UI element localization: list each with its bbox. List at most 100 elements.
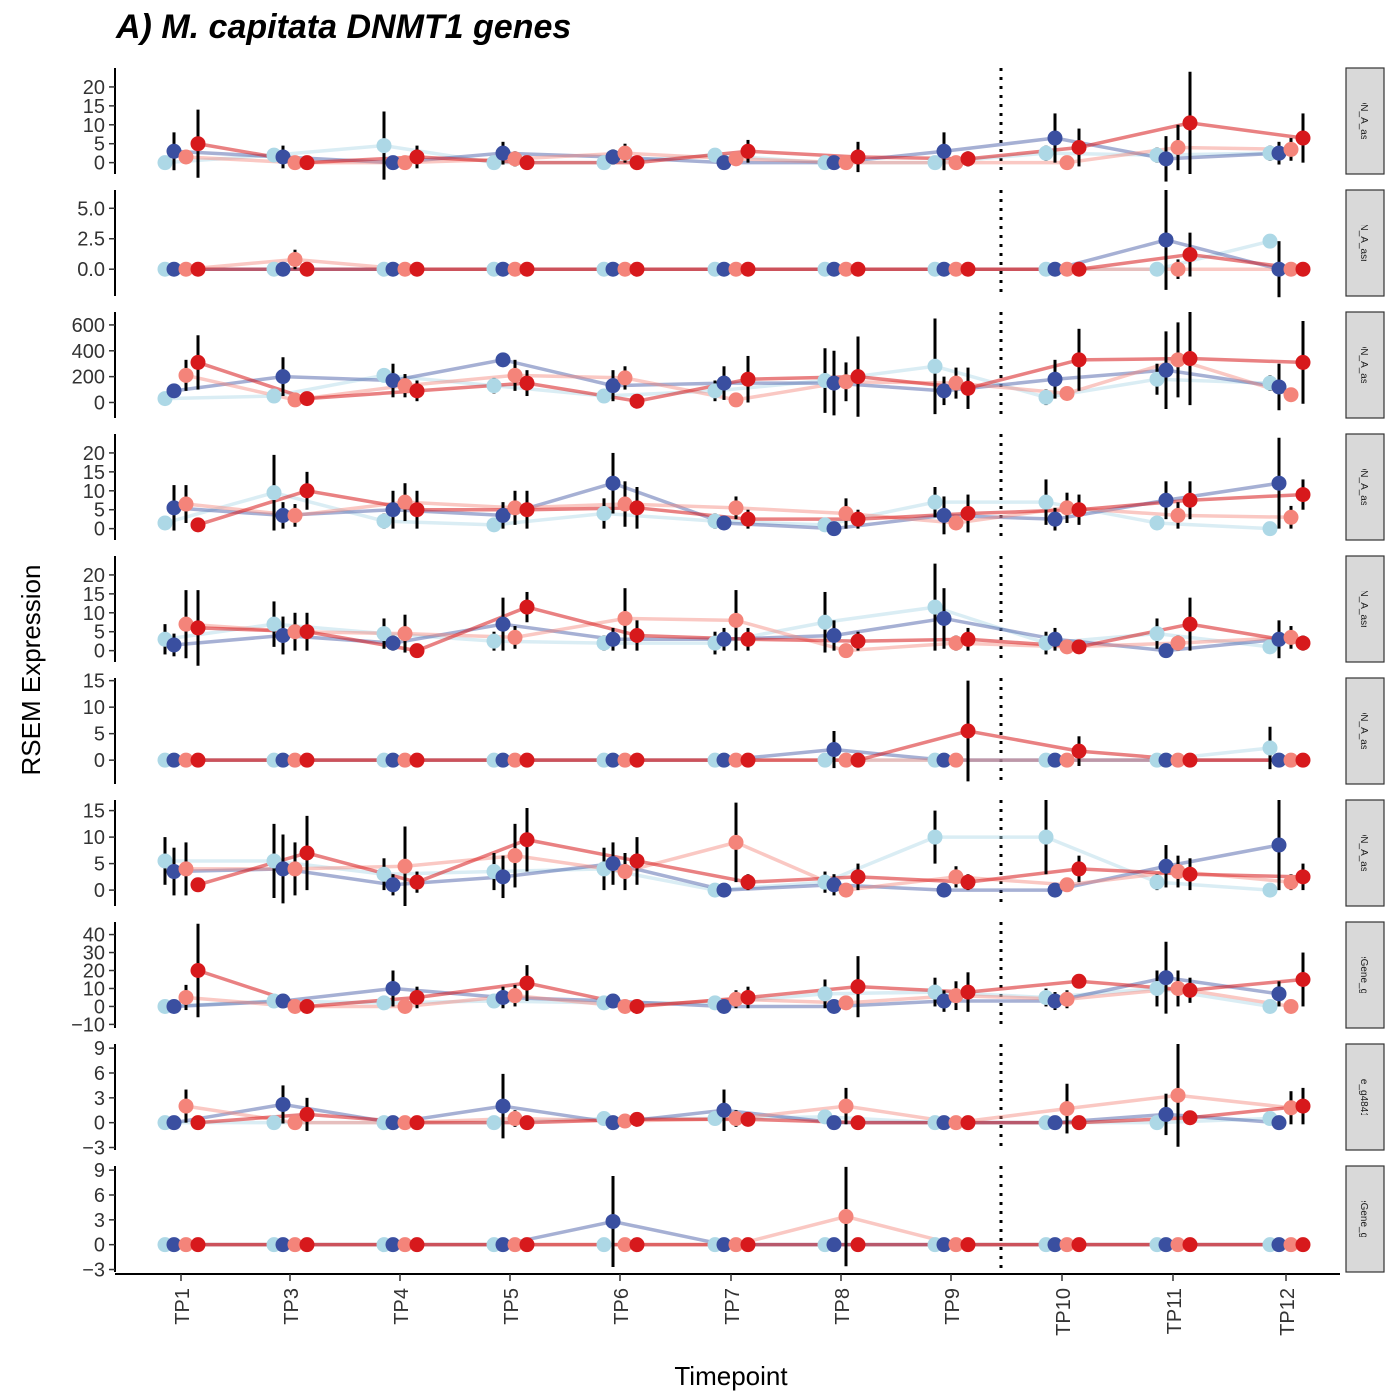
data-point: [629, 155, 645, 171]
data-point: [605, 752, 621, 768]
data-point: [826, 375, 842, 391]
y-tick-label: 40: [83, 925, 105, 947]
y-tick-label: 400: [72, 341, 105, 363]
y-tick-label: 15: [83, 671, 105, 693]
data-point: [927, 599, 943, 615]
data-point: [178, 989, 194, 1005]
y-tick-label: 20: [83, 443, 105, 465]
data-point: [1149, 261, 1165, 277]
data-point: [1271, 752, 1287, 768]
data-point: [1158, 492, 1174, 508]
data-point: [397, 752, 413, 768]
y-tick-label: 0.0: [77, 259, 105, 281]
y-tick-label: 3: [94, 1088, 105, 1110]
x-tick-label: TP7: [722, 1288, 744, 1325]
y-tick-label: −10: [71, 1014, 105, 1036]
data-point: [838, 155, 854, 171]
y-tick-label: 0: [94, 392, 105, 414]
data-point: [605, 1115, 621, 1131]
data-point: [716, 261, 732, 277]
data-point: [850, 979, 866, 995]
data-point: [507, 988, 523, 1004]
data-point: [287, 752, 303, 768]
data-point: [157, 853, 173, 869]
data-point: [409, 874, 425, 890]
data-point: [960, 261, 976, 277]
data-point: [826, 1237, 842, 1253]
data-point: [166, 500, 182, 516]
data-point: [1059, 991, 1075, 1007]
data-point: [1295, 487, 1311, 503]
data-point: [838, 1209, 854, 1225]
data-point: [486, 633, 502, 649]
data-point: [1170, 507, 1186, 523]
y-tick-label: 10: [83, 697, 105, 719]
data-point: [936, 383, 952, 399]
y-tick-label: 10: [83, 603, 105, 625]
data-point: [385, 1115, 401, 1131]
data-point: [1170, 752, 1186, 768]
data-point: [629, 1111, 645, 1127]
data-point: [716, 375, 732, 391]
x-axis: TP1 TP3 TP4 TP5 TP6 TP7 TP8 TP9 TP10 TP11 TP12: [115, 1273, 1340, 1336]
data-point: [507, 629, 523, 645]
data-point: [507, 367, 523, 383]
data-point: [397, 858, 413, 874]
data-point: [1271, 145, 1287, 161]
data-point: [275, 861, 291, 877]
data-point: [166, 261, 182, 277]
data-point: [740, 631, 756, 647]
data-point: [838, 1098, 854, 1114]
y-tick-label: 10: [83, 827, 105, 849]
data-point: [266, 616, 282, 632]
data-point: [826, 1115, 842, 1131]
facet-panel: 0 200 400 600 TRINITY_DN_A_asmbl_34646: [72, 311, 1385, 419]
data-point: [927, 155, 943, 171]
data-point: [385, 752, 401, 768]
data-point: [275, 628, 291, 643]
data-point: [826, 998, 842, 1014]
data-point: [190, 261, 206, 277]
data-point: [178, 1098, 194, 1114]
data-point: [275, 752, 291, 768]
data-point: [1262, 521, 1278, 537]
data-point: [178, 861, 194, 877]
data-point: [1182, 752, 1198, 768]
data-point: [1071, 352, 1087, 368]
data-point: [1158, 858, 1174, 874]
data-point: [605, 261, 621, 277]
facet-strip: [1345, 311, 1385, 419]
data-point: [299, 752, 315, 768]
facet-strip: [1345, 555, 1385, 663]
data-point: [299, 624, 315, 640]
data-point: [397, 626, 413, 642]
data-point: [376, 513, 392, 529]
data-point: [1047, 631, 1063, 647]
data-point: [1047, 1115, 1063, 1131]
data-point: [617, 864, 633, 880]
data-point: [1262, 740, 1278, 756]
data-point: [519, 1237, 535, 1253]
data-point: [617, 145, 633, 161]
data-point: [190, 1237, 206, 1253]
data-point: [605, 1213, 621, 1229]
data-point: [629, 500, 645, 516]
data-point: [178, 367, 194, 383]
data-point: [740, 1111, 756, 1127]
data-point: [826, 877, 842, 893]
y-tick-label: 0: [94, 996, 105, 1018]
data-point: [409, 752, 425, 768]
data-point: [605, 631, 621, 647]
data-point: [1271, 475, 1287, 491]
data-point: [1182, 1110, 1198, 1126]
data-point: [960, 984, 976, 1000]
data-point: [376, 138, 392, 154]
data-point: [409, 383, 425, 399]
data-point: [1158, 752, 1174, 768]
data-point: [397, 494, 413, 510]
data-point: [1295, 1237, 1311, 1253]
data-point: [376, 995, 392, 1011]
